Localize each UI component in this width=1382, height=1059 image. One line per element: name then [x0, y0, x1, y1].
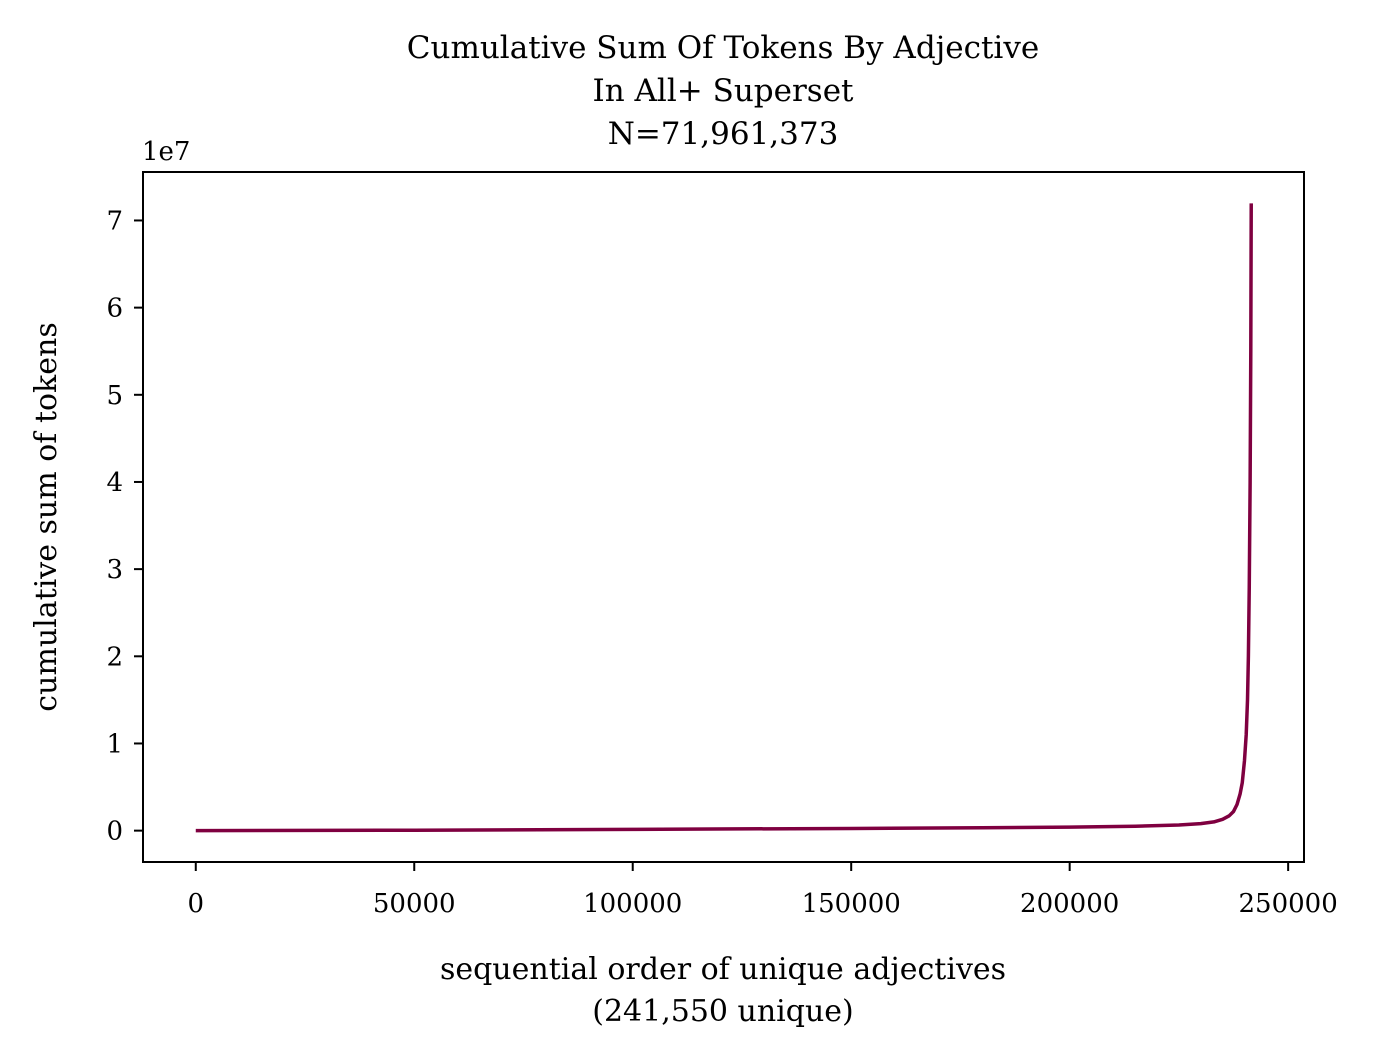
- x-axis-ticks: 0 50000 100000 150000 200000 250000: [188, 862, 1338, 919]
- y-tick-label: 3: [106, 555, 123, 585]
- chart-title-line-2: In All+ Superset: [592, 73, 854, 109]
- y-axis-ticks: 0 1 2 3 4 5 6 7: [106, 206, 143, 847]
- y-axis-label: cumulative sum of tokens: [29, 322, 64, 711]
- x-tick-label: 100000: [583, 889, 682, 919]
- x-axis-label: sequential order of unique adjectives (2…: [440, 952, 1006, 1029]
- y-tick-label: 5: [106, 381, 123, 411]
- y-tick-label: 7: [106, 206, 123, 236]
- plot-frame: [142, 171, 1305, 863]
- chart-title-line-1: Cumulative Sum Of Tokens By Adjective: [407, 30, 1039, 66]
- y-tick-label: 4: [106, 468, 123, 498]
- x-tick-label: 150000: [802, 889, 901, 919]
- series-line: [195, 203, 1253, 833]
- x-axis-label-line-1: sequential order of unique adjectives: [440, 952, 1006, 987]
- chart-title: Cumulative Sum Of Tokens By Adjective In…: [407, 30, 1039, 152]
- x-tick-label: 0: [188, 889, 205, 919]
- x-axis-label-line-2: (241,550 unique): [592, 994, 854, 1029]
- x-tick-label: 200000: [1020, 889, 1119, 919]
- x-tick-label: 50000: [373, 889, 456, 919]
- chart-title-line-3: N=71,961,373: [608, 116, 839, 152]
- y-tick-label: 2: [106, 642, 123, 672]
- y-tick-label: 0: [106, 817, 123, 847]
- y-tick-label: 1: [106, 729, 123, 759]
- y-offset-label: 1e7: [142, 137, 190, 167]
- x-tick-label: 250000: [1239, 889, 1338, 919]
- y-tick-label: 6: [106, 294, 123, 324]
